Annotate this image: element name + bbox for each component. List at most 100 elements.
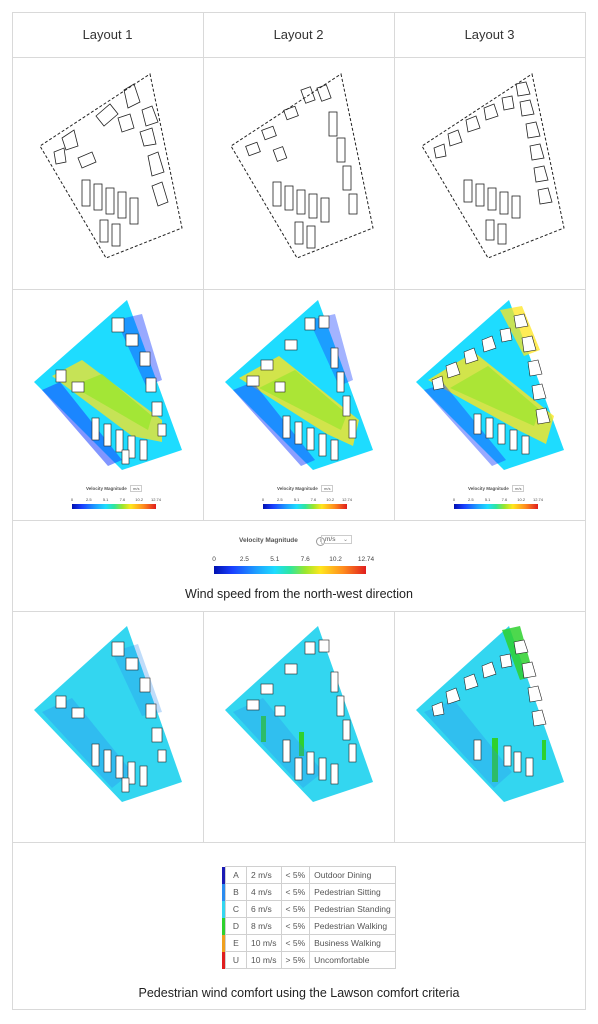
layout-3-comfort-map (394, 612, 585, 842)
mini-legend-tick-label: 7.6 (310, 497, 317, 502)
mini-legend-tick-label: 0 (452, 497, 456, 502)
figure-frame (12, 12, 586, 1010)
mini-legend-tick-label: 5.1 (102, 497, 109, 502)
velocity-legend-title: Velocity Magnitude (239, 537, 298, 544)
lawson-color-swatch (222, 934, 226, 952)
lawson-threshold: < 5% (280, 934, 311, 952)
velocity-mini-legend: Velocity Magnitude m/s 0 2.5 5.1 7.6 10.2 12.… (452, 485, 544, 516)
mini-legend-tick-label: 12.74 (532, 497, 544, 502)
lawson-code: E (225, 934, 247, 952)
mini-legend-tick-label: 2.5 (277, 497, 283, 502)
lawson-threshold: < 5% (280, 883, 311, 901)
mini-legend-tick-label: 2.5 (468, 497, 474, 502)
mini-legend-tick-label: 10.2 (326, 497, 335, 502)
lawson-threshold: < 5% (280, 917, 311, 935)
info-icon: i (316, 537, 325, 546)
layout-1-header: Layout 1 (82, 27, 133, 42)
mini-legend-tick-label: 7.6 (119, 497, 126, 502)
lawson-speed: 2 m/s (246, 866, 282, 884)
mini-legend-tick-label: 0 (70, 497, 74, 502)
lawson-activity: Pedestrian Sitting (309, 883, 396, 901)
lawson-activity: Pedestrian Walking (309, 917, 396, 935)
mini-legend-tick-label: 12.74 (341, 497, 353, 502)
lawson-row: E 10 m/s < 5% Business Walking (222, 934, 396, 952)
layout-2-wind-speed-map: Velocity Magnitude m/s 0 2.5 5.1 7.6 10.2 12.… (203, 290, 394, 520)
column-divider (394, 611, 395, 842)
mini-legend-tick-label: 12.74 (150, 497, 162, 502)
mini-legend-title: Velocity Magnitude (277, 486, 318, 491)
lawson-color-swatch (222, 951, 226, 969)
lawson-code: D (225, 917, 247, 935)
velocity-legend-tick-label: 12.74 (357, 556, 375, 563)
mini-legend-tick-label: 10.2 (517, 497, 526, 502)
row-divider (12, 842, 586, 843)
layout-1-wind-speed-map: Velocity Magnitude m/s 0 2.5 5.1 7.6 10.2 12.… (12, 290, 203, 520)
velocity-legend-tick-label: 10.2 (329, 556, 342, 563)
lawson-speed: 8 m/s (246, 917, 282, 935)
mini-legend-color-bar (72, 504, 156, 509)
lawson-threshold: < 5% (280, 866, 311, 884)
velocity-legend-tick-label: 7.6 (300, 556, 310, 563)
mini-legend-tick-label: 2.5 (86, 497, 92, 502)
lawson-activity: Uncomfortable (309, 951, 396, 969)
layout-2-comfort-map (203, 612, 394, 842)
layout-3-wind-speed-map: Velocity Magnitude m/s 0 2.5 5.1 7.6 10.2 12.… (394, 290, 585, 520)
row-divider (12, 289, 586, 290)
mini-legend-title: Velocity Magnitude (86, 486, 127, 491)
row-divider (12, 520, 586, 521)
layout-1-comfort-map (12, 612, 203, 842)
row-divider (12, 611, 586, 612)
lawson-code: C (225, 900, 247, 918)
lawson-color-swatch (222, 883, 226, 901)
layout-3-header: Layout 3 (464, 27, 515, 42)
mini-legend-tick-label: 10.2 (135, 497, 144, 502)
lawson-speed: 10 m/s (246, 951, 282, 969)
lawson-row: U 10 m/s > 5% Uncomfortable (222, 951, 396, 969)
mini-legend-tick-label: 5.1 (484, 497, 491, 502)
mini-legend-title: Velocity Magnitude (468, 486, 509, 491)
column-divider (203, 611, 204, 842)
velocity-legend-tick-label: 2.5 (239, 556, 249, 563)
lawson-code: A (225, 866, 247, 884)
lawson-color-swatch (222, 917, 226, 935)
lawson-speed: 6 m/s (246, 900, 282, 918)
layout-1-plan (12, 58, 203, 289)
mini-legend-unit: m/s (512, 485, 525, 492)
layout-2-plan (203, 58, 394, 289)
column-divider (394, 12, 395, 520)
row-divider (12, 57, 586, 58)
lawson-code: B (225, 883, 247, 901)
layout-3-plan (394, 58, 585, 289)
velocity-mini-legend: Velocity Magnitude m/s 0 2.5 5.1 7.6 10.2 12.… (261, 485, 353, 516)
lawson-threshold: < 5% (280, 900, 311, 918)
velocity-legend-color-bar (214, 566, 366, 574)
lawson-color-swatch (222, 900, 226, 918)
lawson-activity: Pedestrian Standing (309, 900, 396, 918)
mini-legend-tick-label: 0 (261, 497, 265, 502)
mini-legend-color-bar (263, 504, 347, 509)
velocity-mini-legend: Velocity Magnitude m/s 0 2.5 5.1 7.6 10.2 12.… (70, 485, 162, 516)
velocity-legend-tick-label: 5.1 (270, 556, 280, 563)
velocity-legend-unit: m/s (321, 535, 353, 544)
lawson-activity: Outdoor Dining (309, 866, 396, 884)
column-divider (203, 12, 204, 520)
mini-legend-unit: m/s (321, 485, 334, 492)
chevron-down-icon: ⌄ (343, 537, 349, 543)
layout-2-header: Layout 2 (273, 27, 324, 42)
lawson-code: U (225, 951, 247, 969)
velocity-legend-tick-label: 0 (212, 556, 216, 563)
mini-legend-tick-label: 5.1 (293, 497, 300, 502)
lawson-color-swatch (222, 866, 226, 884)
lawson-speed: 10 m/s (246, 934, 282, 952)
mini-legend-tick-label: 7.6 (501, 497, 508, 502)
mini-legend-color-bar (454, 504, 538, 509)
mini-legend-unit: m/s (130, 485, 143, 492)
lawson-threshold: > 5% (280, 951, 311, 969)
lawson-activity: Business Walking (309, 934, 396, 952)
wind-speed-caption: Wind speed from the north-west direction (185, 587, 413, 601)
comfort-caption: Pedestrian wind comfort using the Lawson… (138, 986, 460, 1000)
